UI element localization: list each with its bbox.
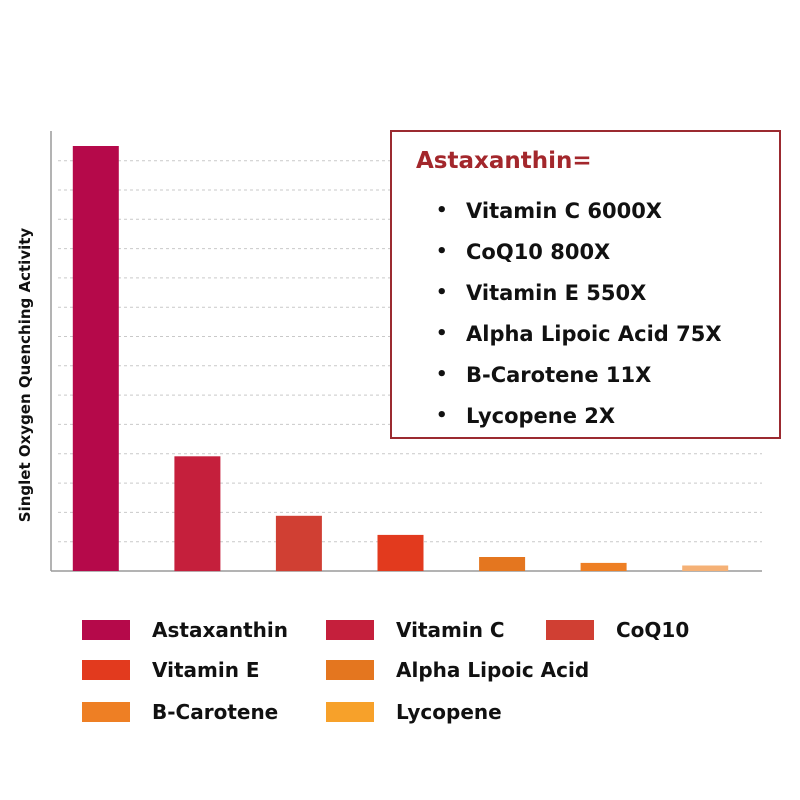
- bullet-icon: •: [436, 364, 448, 385]
- bar-vitamin-e: [377, 534, 424, 571]
- bar-coq10: [275, 515, 322, 572]
- comparison-callout-box: Astaxanthin= • Vitamin C 6000X • CoQ10 800…: [390, 130, 781, 439]
- comparison-item: • CoQ10 800X: [436, 237, 722, 278]
- bullet-icon: •: [436, 241, 448, 262]
- legend-label: B-Carotene: [152, 700, 279, 724]
- comparison-item: • Vitamin E 550X: [436, 278, 722, 319]
- bullet-icon: •: [436, 200, 448, 221]
- callout-title: Astaxanthin=: [416, 148, 592, 174]
- bullet-icon: •: [436, 323, 448, 344]
- comparison-list: • Vitamin C 6000X • CoQ10 800X • Vitamin E …: [436, 196, 722, 442]
- y-axis-label: Singlet Oxygen Quenching Activity: [16, 228, 34, 523]
- bullet-icon: •: [436, 282, 448, 303]
- legend-label: Alpha Lipoic Acid: [396, 658, 590, 682]
- bar-b-carotene: [580, 562, 627, 571]
- bar-alpha-lipoic-acid: [479, 557, 526, 571]
- bar-lycopene: [682, 565, 729, 571]
- legend-label: Vitamin E: [152, 658, 260, 682]
- legend-item-lycopene: Lycopene: [326, 694, 502, 730]
- legend-label: Vitamin C: [396, 618, 505, 642]
- bars: [72, 146, 729, 572]
- legend-item-b-carotene: B-Carotene: [82, 694, 278, 730]
- legend-swatch: [326, 620, 374, 640]
- comparison-item: • Lycopene 2X: [436, 401, 722, 442]
- comparison-item: • Vitamin C 6000X: [436, 196, 722, 237]
- bar-vitamin-c: [174, 456, 221, 572]
- legend: Astaxanthin Vitamin C CoQ10 Vitamin E Al…: [82, 612, 762, 732]
- legend-swatch: [326, 660, 374, 680]
- comparison-item: • Alpha Lipoic Acid 75X: [436, 319, 722, 360]
- legend-swatch: [82, 702, 130, 722]
- bar-astaxanthin: [72, 146, 119, 571]
- legend-item-vitamin-e: Vitamin E: [82, 652, 260, 688]
- legend-swatch: [82, 620, 130, 640]
- comparison-item: • B-Carotene 11X: [436, 360, 722, 401]
- legend-item-alpha-lipoic-acid: Alpha Lipoic Acid: [326, 652, 589, 688]
- legend-item-coq10: CoQ10: [546, 612, 689, 648]
- comparison-text: Alpha Lipoic Acid 75X: [466, 322, 722, 346]
- legend-label: CoQ10: [616, 618, 690, 642]
- comparison-text: Vitamin C 6000X: [466, 199, 662, 223]
- legend-label: Lycopene: [396, 700, 502, 724]
- legend-swatch: [326, 702, 374, 722]
- legend-swatch: [82, 660, 130, 680]
- comparison-text: Vitamin E 550X: [466, 281, 647, 305]
- legend-swatch: [546, 620, 594, 640]
- legend-item-vitamin-c: Vitamin C: [326, 612, 505, 648]
- bullet-icon: •: [436, 405, 448, 426]
- comparison-text: CoQ10 800X: [466, 240, 611, 264]
- comparison-text: Lycopene 2X: [466, 404, 616, 428]
- legend-item-astaxanthin: Astaxanthin: [82, 612, 288, 648]
- comparison-text: B-Carotene 11X: [466, 363, 652, 387]
- legend-label: Astaxanthin: [152, 618, 288, 642]
